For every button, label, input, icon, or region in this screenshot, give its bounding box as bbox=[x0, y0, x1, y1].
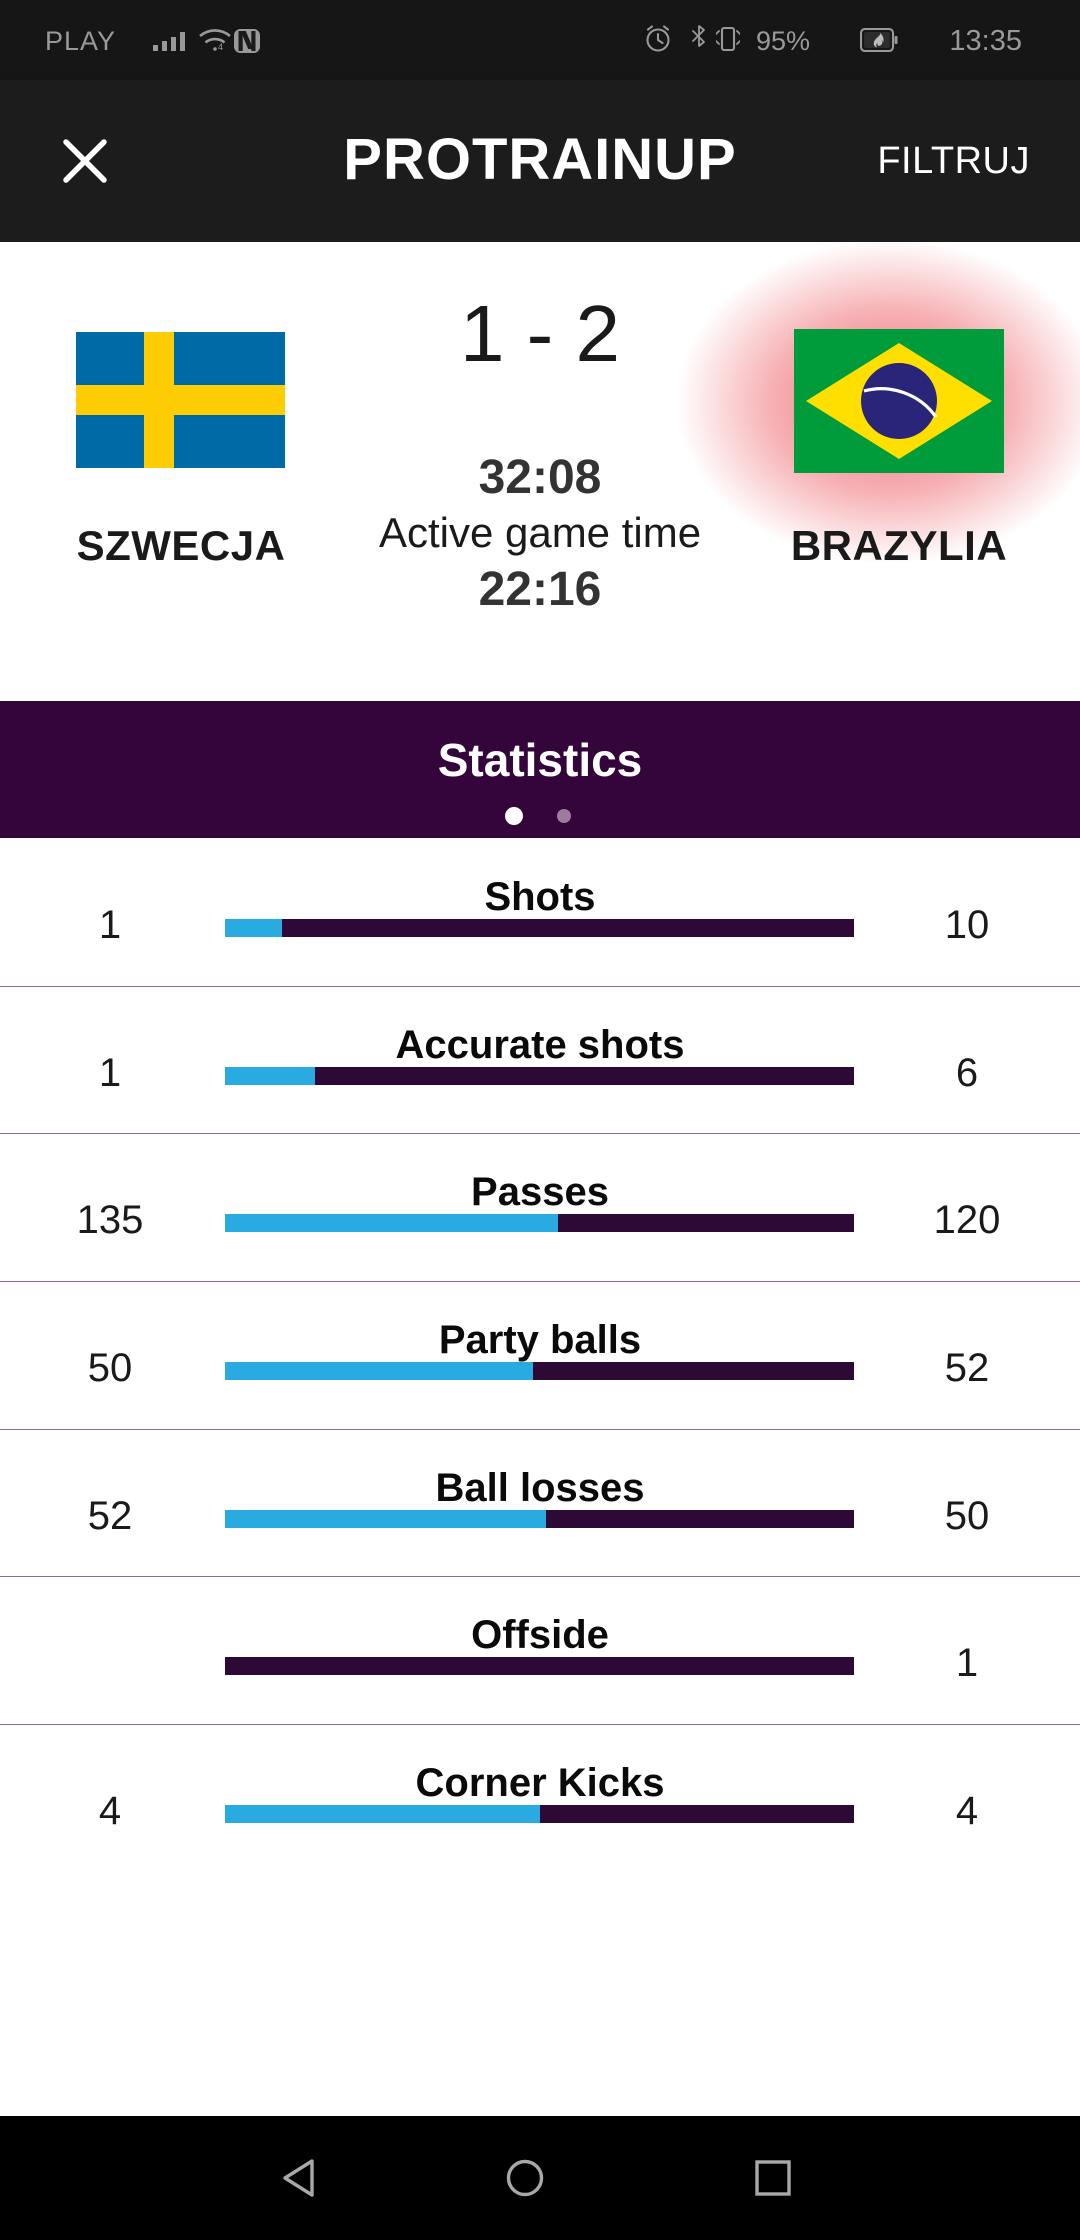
svg-text:4: 4 bbox=[218, 42, 223, 52]
